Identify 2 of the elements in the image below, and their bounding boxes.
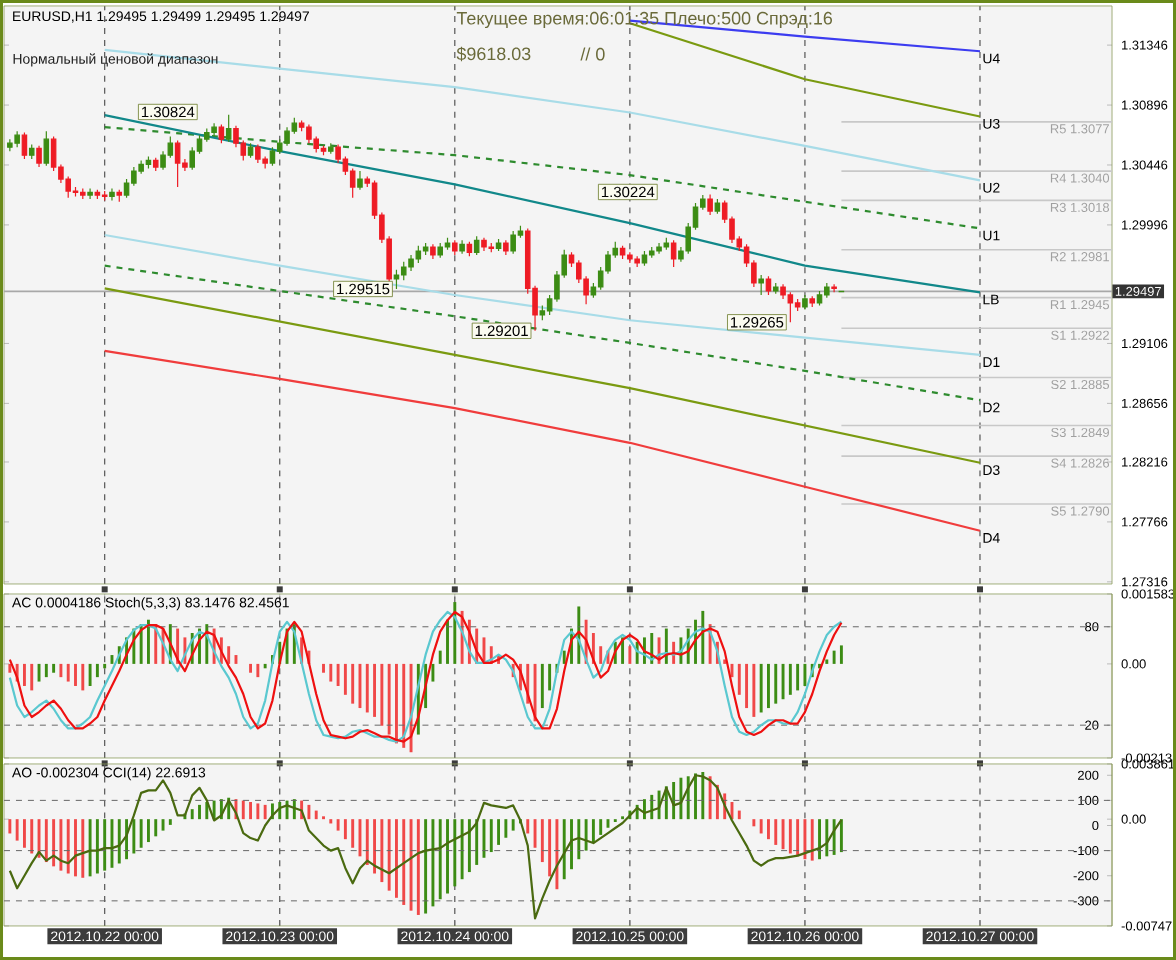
annotation: $9618.03 [456, 46, 531, 62]
annotation: // 0 [580, 47, 605, 61]
